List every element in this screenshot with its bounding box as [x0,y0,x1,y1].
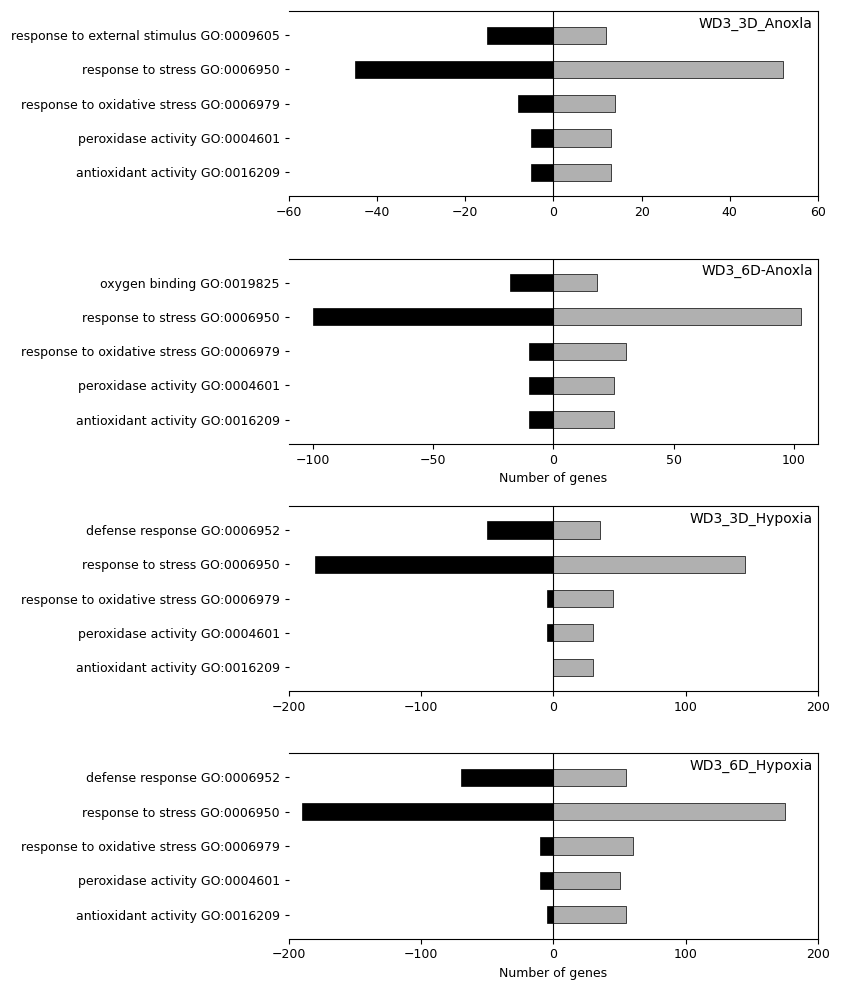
Bar [547,906,553,924]
Bar [553,803,785,821]
Bar [553,164,611,181]
Bar [530,343,553,360]
Bar [553,837,632,854]
Bar [315,556,553,573]
Bar [355,60,553,78]
Text: WD3_6D_Hypoxia: WD3_6D_Hypoxia [690,759,812,773]
X-axis label: Number of genes: Number of genes [500,472,607,485]
Bar [553,769,627,786]
Bar [302,803,553,821]
Bar [540,872,553,889]
Bar [553,590,613,607]
Bar [553,377,614,394]
Bar [530,377,553,394]
Bar [553,411,614,428]
Bar [553,624,593,641]
Bar [553,27,606,44]
Bar [518,95,553,112]
Bar [553,659,593,676]
Bar [540,837,553,854]
Bar [553,872,620,889]
Bar [488,27,553,44]
Bar [553,130,611,147]
Text: WD3_3D_Hypoxia: WD3_3D_Hypoxia [690,511,812,525]
Bar [553,274,597,291]
Bar [553,343,626,360]
Bar [461,769,553,786]
X-axis label: Number of genes: Number of genes [500,967,607,980]
Bar [313,308,553,325]
Text: WD3_3D_Anoxla: WD3_3D_Anoxla [699,17,812,31]
Bar [553,521,600,538]
Bar [547,590,553,607]
Bar [553,60,783,78]
Bar [510,274,553,291]
Bar [532,130,553,147]
Bar [547,624,553,641]
Bar [532,164,553,181]
Bar [553,95,616,112]
Bar [553,556,745,573]
Bar [553,906,627,924]
Bar [530,411,553,428]
Bar [553,308,801,325]
Bar [488,521,553,538]
Text: WD3_6D-Anoxla: WD3_6D-Anoxla [701,264,812,278]
